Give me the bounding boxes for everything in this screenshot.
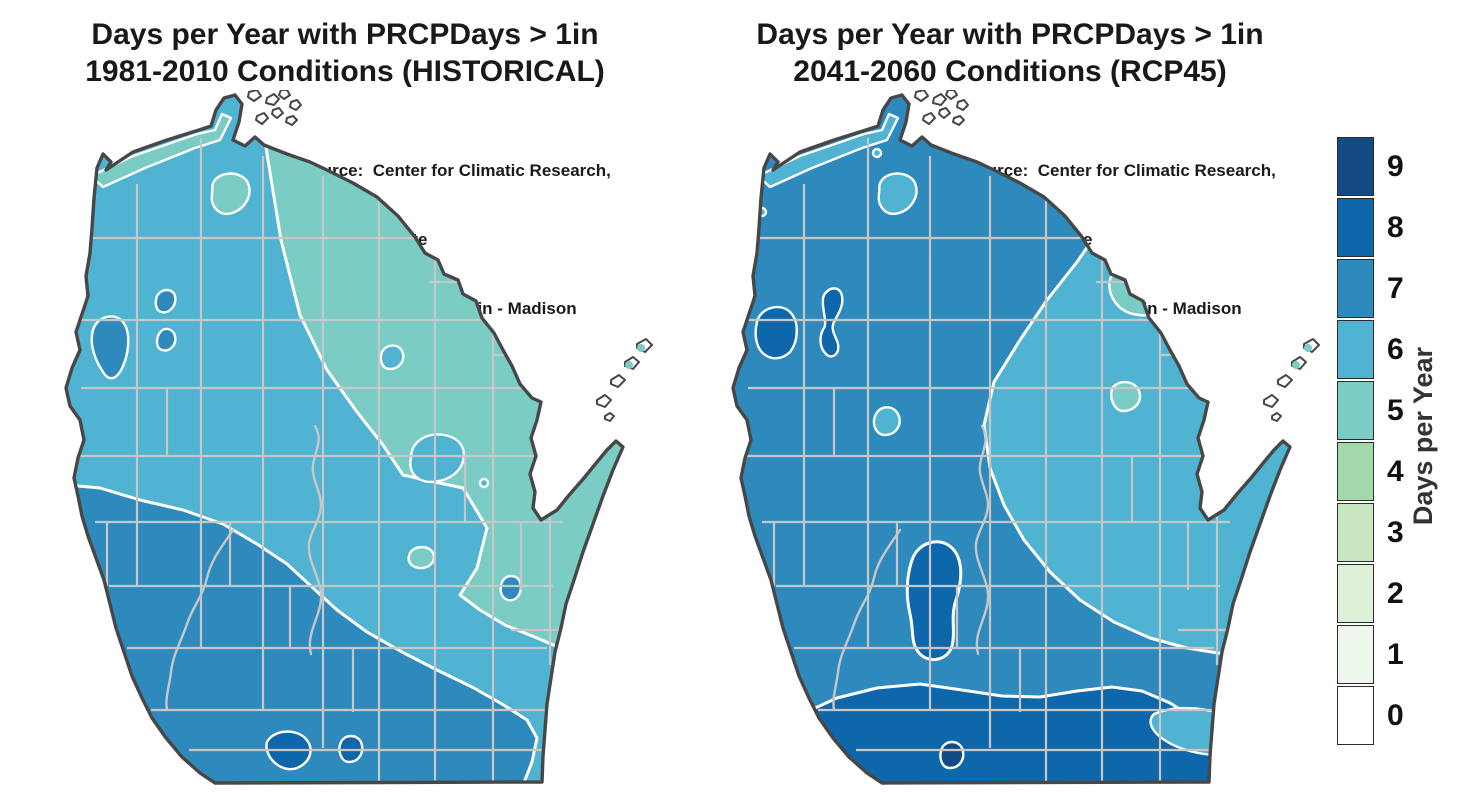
legend-label-2: 2 [1387,576,1404,610]
legend-label-0: 0 [1387,698,1404,732]
legend-row: 8 [1337,198,1404,257]
legend-swatch-5 [1337,381,1374,440]
region-5days-bayfield-base [210,172,251,216]
title-rcp45-line2: 2041-2060 Conditions (RCP45) [793,55,1227,88]
legend-row: 6 [1337,320,1404,379]
wisconsin-map-historical [64,90,653,785]
legend-row: 7 [1337,259,1404,318]
apostle-islands [914,90,969,126]
title-historical-line2: 1981-2010 Conditions (HISTORICAL) [85,55,605,88]
legend-row: 5 [1337,381,1404,440]
door-island-fill [1304,344,1312,352]
apostle-islands [247,90,302,126]
legend-swatch-6 [1337,320,1374,379]
region-6days-bayfield-base [877,172,918,216]
legend-label-4: 4 [1387,454,1404,488]
region-6days-finger [409,433,466,484]
region-7days-southwest [66,480,539,783]
region-6days-center-circle [872,406,901,437]
region-6days-dot [478,477,490,489]
door-island-fill [637,344,645,352]
door-island-fill [1292,361,1300,369]
region-7days-nw-small-1 [154,288,177,314]
legend-row: 1 [1337,625,1404,684]
door-island-fill [625,361,633,369]
title-rcp45: Days per Year with PRCPDays > 1in 2041-2… [680,16,1340,90]
legend-title: Days per Year [1408,347,1438,526]
source-line: Source: Center for Climatic Research, [965,161,1276,180]
title-rcp45-line1: Days per Year with PRCPDays > 1in [756,18,1264,51]
legend-swatch-3 [1337,503,1374,562]
title-historical: Days per Year with PRCPDays > 1in 1981-2… [15,16,675,90]
region-8days-south-band [788,682,1266,783]
door-islands [1263,338,1320,422]
region-4days-peninsula-dot [596,425,608,437]
region-4days-northeast-pocket [472,277,508,305]
region-5days-northeast-pocket [1108,265,1196,317]
legend-row: 9 [1337,137,1404,196]
legend-label-5: 5 [1387,393,1404,427]
region-5days-peninsula-spot [1109,380,1142,413]
legend-row: 3 [1337,503,1404,562]
region-8days-nw-hourglass [819,287,844,358]
legend-swatch-4 [1337,442,1374,501]
legend-label-7: 7 [1387,271,1404,305]
door-islands [596,338,653,422]
legend-swatch-8 [1337,198,1374,257]
region-5days-small-blob [407,545,436,570]
region-3days-northeast-core [481,283,501,298]
legend-label-9: 9 [1387,149,1404,183]
legend-swatch-9 [1337,137,1374,196]
region-7days-nw-small-2 [155,327,177,352]
legend-label-6: 6 [1387,332,1404,366]
region-8days-nw-blob-1 [754,305,798,360]
legend-row: 0 [1337,686,1404,745]
legend-label-8: 8 [1387,210,1404,244]
legend-row: 2 [1337,564,1404,623]
region-9days-south-pocket [939,740,965,770]
region-6days-superior-shore [756,112,900,189]
title-historical-line1: Days per Year with PRCPDays > 1in [91,18,599,51]
wisconsin-map-rcp45 [731,90,1320,785]
legend-swatch-1 [1337,625,1374,684]
color-legend: 9 8 7 6 5 4 3 2 [1337,137,1404,747]
legend-label-3: 3 [1387,515,1404,549]
legend-swatch-2 [1337,564,1374,623]
legend-row: 4 [1337,442,1404,501]
region-5days-superior-shore [89,112,233,189]
region-7days-nw-teardrop [90,315,130,380]
region-7days-center-blob [499,574,522,602]
legend-swatch-0 [1337,686,1374,745]
region-6days-blob-in-teal [379,344,405,371]
legend-swatch-7 [1337,259,1374,318]
region-6days-dot-1 [871,147,883,159]
legend-label-1: 1 [1387,637,1404,671]
region-8days-center-south-blob [905,540,963,662]
